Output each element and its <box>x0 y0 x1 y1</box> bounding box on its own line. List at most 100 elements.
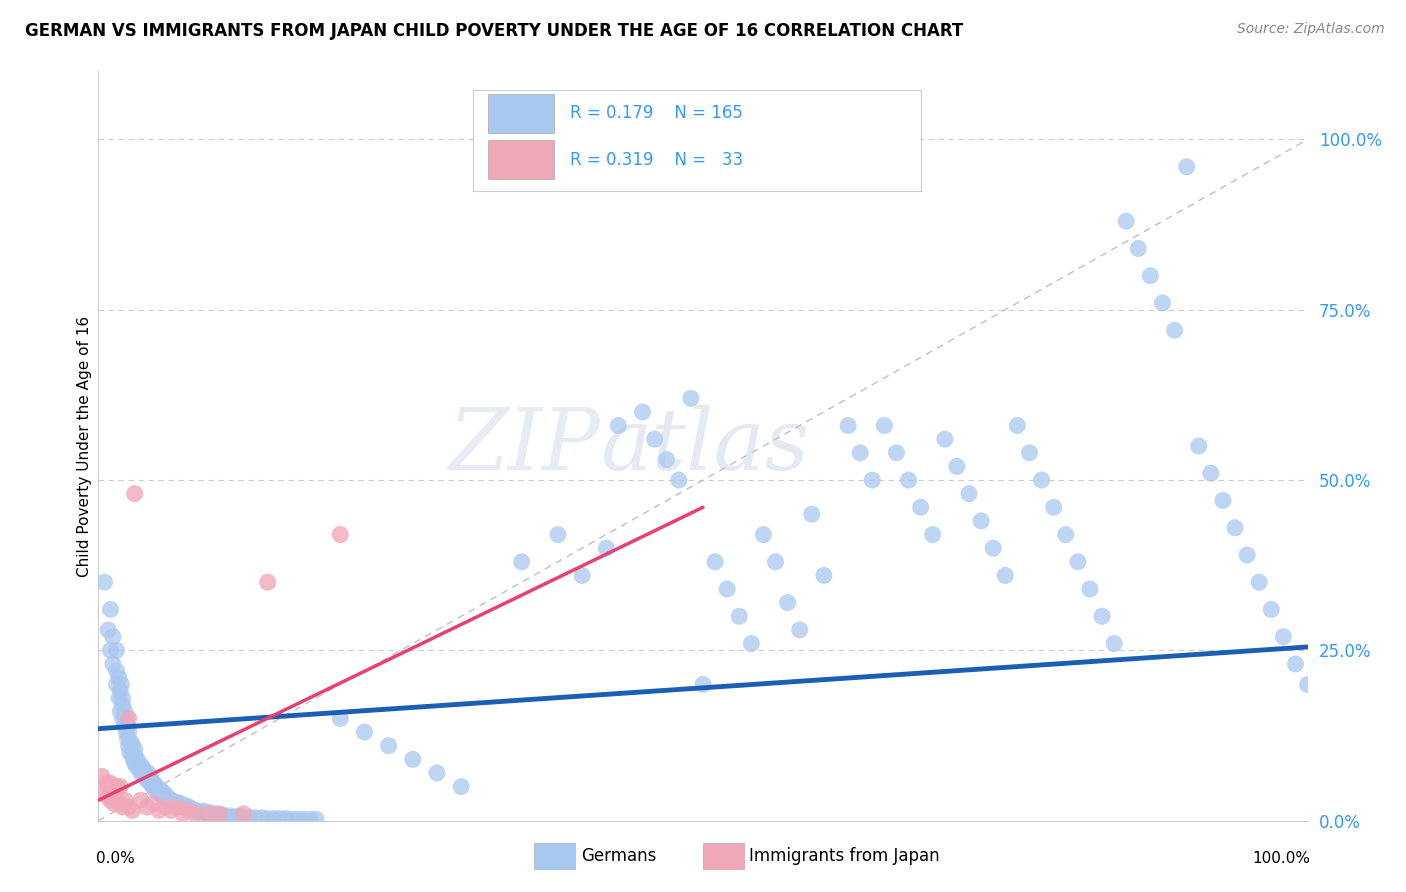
Point <box>122 752 145 766</box>
Point <box>198 805 221 820</box>
Point <box>153 789 176 804</box>
FancyBboxPatch shape <box>488 94 554 133</box>
Point <box>224 809 246 823</box>
Point <box>127 756 149 770</box>
Point <box>679 392 702 406</box>
Point <box>160 793 183 807</box>
Point <box>174 798 197 813</box>
Point <box>114 705 136 719</box>
Point <box>704 555 727 569</box>
Text: atlas: atlas <box>600 405 810 487</box>
Point <box>125 759 148 773</box>
Point <box>256 575 278 590</box>
Point <box>752 527 775 541</box>
Point <box>1054 527 1077 541</box>
Point <box>239 810 262 824</box>
Point <box>121 739 143 753</box>
Point <box>921 527 943 541</box>
Point <box>245 811 267 825</box>
Point <box>946 459 969 474</box>
Text: Immigrants from Japan: Immigrants from Japan <box>749 847 941 865</box>
FancyBboxPatch shape <box>534 843 576 870</box>
Point <box>114 718 136 732</box>
Point <box>114 793 136 807</box>
Text: Source: ZipAtlas.com: Source: ZipAtlas.com <box>1237 22 1385 37</box>
Point <box>287 812 309 826</box>
Point <box>128 763 150 777</box>
Point <box>166 795 188 809</box>
Point <box>193 804 215 818</box>
FancyBboxPatch shape <box>474 90 921 191</box>
Point <box>162 795 184 809</box>
Point <box>353 725 375 739</box>
Point <box>214 809 236 823</box>
Point <box>169 797 191 812</box>
Point <box>1031 473 1053 487</box>
Point <box>202 806 225 821</box>
Point <box>692 677 714 691</box>
Point <box>121 804 143 818</box>
Point <box>152 785 174 799</box>
Point <box>668 473 690 487</box>
Point <box>221 810 243 824</box>
Point <box>256 812 278 826</box>
Point <box>177 801 200 815</box>
Point <box>108 691 131 706</box>
Point <box>105 664 128 678</box>
Point <box>93 786 115 800</box>
Point <box>129 766 152 780</box>
Point <box>108 671 131 685</box>
Point <box>226 810 249 824</box>
Point <box>143 783 166 797</box>
Point <box>789 623 811 637</box>
Point <box>101 786 124 800</box>
Point <box>105 677 128 691</box>
Text: GERMAN VS IMMIGRANTS FROM JAPAN CHILD POVERTY UNDER THE AGE OF 16 CORRELATION CH: GERMAN VS IMMIGRANTS FROM JAPAN CHILD PO… <box>25 22 963 40</box>
Point <box>121 748 143 763</box>
Point <box>131 759 153 773</box>
Point <box>716 582 738 596</box>
Point <box>1139 268 1161 283</box>
Point <box>292 812 315 826</box>
Point <box>118 725 141 739</box>
Point <box>1212 493 1234 508</box>
Point <box>118 739 141 753</box>
Point <box>1175 160 1198 174</box>
Point <box>124 756 146 770</box>
Point <box>837 418 859 433</box>
Point <box>166 800 188 814</box>
Point <box>129 793 152 807</box>
Point <box>1018 446 1040 460</box>
Point <box>655 452 678 467</box>
Point <box>1078 582 1101 596</box>
Point <box>765 555 787 569</box>
Point <box>269 812 291 826</box>
Point <box>184 804 207 818</box>
Point <box>849 446 872 460</box>
Point <box>571 568 593 582</box>
Point <box>740 636 762 650</box>
Point <box>329 711 352 725</box>
Point <box>1296 677 1319 691</box>
Point <box>970 514 993 528</box>
Point <box>1067 555 1090 569</box>
Point <box>100 602 122 616</box>
Point <box>1128 242 1150 256</box>
Point <box>910 500 932 515</box>
Point <box>124 748 146 763</box>
Point <box>134 769 156 783</box>
Point <box>118 800 141 814</box>
Point <box>124 742 146 756</box>
Text: R = 0.319    N =   33: R = 0.319 N = 33 <box>569 151 744 169</box>
Text: Germans: Germans <box>581 847 657 865</box>
Point <box>120 735 142 749</box>
Point <box>1260 602 1282 616</box>
Point <box>135 800 157 814</box>
Point <box>377 739 399 753</box>
Point <box>281 812 304 826</box>
Point <box>208 806 231 821</box>
Point <box>1102 636 1125 650</box>
Point <box>250 811 273 825</box>
Point <box>108 797 131 811</box>
Point <box>218 809 240 823</box>
